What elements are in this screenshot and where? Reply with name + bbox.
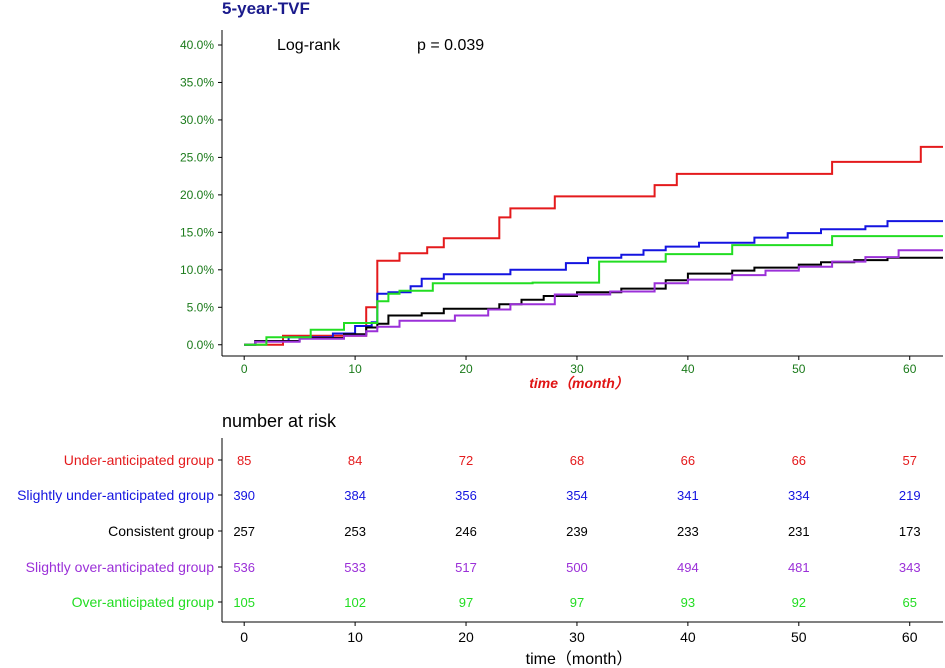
risk-count: 343 <box>899 560 921 575</box>
x-tick-label: 60 <box>903 362 917 376</box>
y-tick-label: 0.0% <box>187 338 215 352</box>
risk-x-tick-label: 40 <box>680 629 696 645</box>
risk-count: 84 <box>348 453 362 468</box>
risk-row-label: Slightly under-anticipated group <box>17 487 214 503</box>
risk-count: 93 <box>681 595 695 610</box>
x-tick-label: 30 <box>570 362 584 376</box>
risk-row-label: Under-anticipated group <box>64 452 214 468</box>
risk-table: Under-anticipated group 85 84 72 68 66 66 57 Sli… <box>17 452 920 610</box>
risk-count: 72 <box>459 453 473 468</box>
risk-row-label: Slightly over-anticipated group <box>26 559 215 575</box>
x-ticks-bottom: 0 10 20 30 40 50 60 <box>240 622 918 645</box>
risk-count: 65 <box>902 595 916 610</box>
survival-curve-over-anticipated-group <box>244 235 943 346</box>
y-tick-label: 35.0% <box>180 75 214 89</box>
x-tick-label: 0 <box>241 362 248 376</box>
y-tick-label: 15.0% <box>180 225 214 239</box>
risk-count: 384 <box>344 488 366 503</box>
risk-count: 97 <box>570 595 584 610</box>
risk-x-tick-label: 60 <box>902 629 918 645</box>
survival-curve-slightly-over-anticipated-group <box>244 249 943 346</box>
risk-row-label: Consistent group <box>108 523 214 539</box>
x-tick-label: 50 <box>792 362 806 376</box>
risk-count: 66 <box>792 453 806 468</box>
survival-curves <box>244 145 943 346</box>
risk-count: 356 <box>455 488 477 503</box>
y-tick-label: 20.0% <box>180 188 214 202</box>
risk-count: 219 <box>899 488 921 503</box>
risk-count: 253 <box>344 524 366 539</box>
x-axis-label-bottom: time（month） <box>526 650 633 668</box>
risk-x-tick-label: 20 <box>458 629 474 645</box>
survival-curve-under-anticipated-group <box>244 145 943 346</box>
risk-count: 85 <box>237 453 251 468</box>
risk-x-tick-label: 10 <box>347 629 363 645</box>
risk-count: 481 <box>788 560 810 575</box>
risk-count: 536 <box>233 560 255 575</box>
risk-count: 97 <box>459 595 473 610</box>
survival-curve-consistent-group <box>244 256 943 346</box>
survival-curve-slightly-under-anticipated-group <box>244 220 943 346</box>
x-ticks-top: 0 10 20 30 40 50 60 <box>241 356 917 376</box>
x-tick-label: 20 <box>459 362 473 376</box>
risk-count: 57 <box>902 453 916 468</box>
y-ticks: 0.0% 5.0% 10.0% 15.0% 20.0% 25.0% 30.0% 35.0% 40… <box>180 38 222 352</box>
risk-x-tick-label: 50 <box>791 629 807 645</box>
risk-count: 92 <box>792 595 806 610</box>
risk-count: 66 <box>681 453 695 468</box>
chart-title: 5-year-TVF <box>222 0 310 18</box>
y-tick-label: 30.0% <box>180 113 214 127</box>
risk-x-tick-label: 30 <box>569 629 585 645</box>
risk-count: 102 <box>344 595 366 610</box>
risk-count: 257 <box>233 524 255 539</box>
risk-count: 354 <box>566 488 588 503</box>
risk-count: 533 <box>344 560 366 575</box>
risk-row-label: Over-anticipated group <box>72 594 215 610</box>
risk-count: 231 <box>788 524 810 539</box>
y-tick-label: 10.0% <box>180 263 214 277</box>
risk-count: 246 <box>455 524 477 539</box>
risk-count: 68 <box>570 453 584 468</box>
risk-count: 494 <box>677 560 699 575</box>
x-axis-label-top: time（month） <box>529 375 629 391</box>
y-tick-label: 40.0% <box>180 38 214 52</box>
risk-count: 500 <box>566 560 588 575</box>
y-tick-label: 5.0% <box>187 300 215 314</box>
x-tick-label: 40 <box>681 362 695 376</box>
risk-count: 105 <box>233 595 255 610</box>
y-tick-label: 25.0% <box>180 150 214 164</box>
risk-count: 334 <box>788 488 810 503</box>
risk-x-tick-label: 0 <box>240 629 248 645</box>
risk-table-title: number at risk <box>222 411 337 431</box>
x-tick-label: 10 <box>348 362 362 376</box>
risk-count: 517 <box>455 560 477 575</box>
risk-count: 239 <box>566 524 588 539</box>
risk-count: 341 <box>677 488 699 503</box>
risk-count: 173 <box>899 524 921 539</box>
risk-count: 390 <box>233 488 255 503</box>
log-rank-label: Log-rank <box>277 37 341 54</box>
p-value-label: p = 0.039 <box>417 37 484 54</box>
risk-count: 233 <box>677 524 699 539</box>
